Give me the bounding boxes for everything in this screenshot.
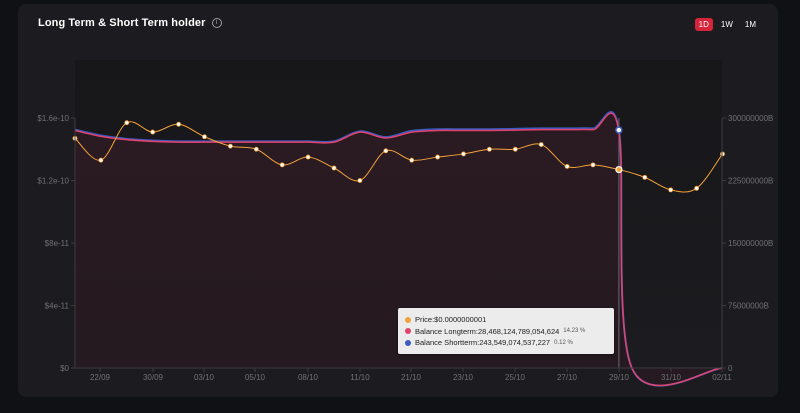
tooltip-longterm-value: 28,468,124,789,054,624 xyxy=(477,326,560,336)
x-tick-label: 23/10 xyxy=(453,373,474,382)
y-left-tick-label: $1.2e-10 xyxy=(37,177,69,186)
price-point xyxy=(512,146,518,152)
chart-tooltip: Price: $0.0000000001 Balance Longterm: 2… xyxy=(398,308,614,354)
price-point xyxy=(538,142,544,147)
x-tick-label: 08/10 xyxy=(298,373,319,382)
price-point xyxy=(383,148,389,154)
x-tick-label: 25/10 xyxy=(505,373,526,382)
x-tick-label: 11/10 xyxy=(350,373,370,382)
price-point xyxy=(150,129,156,135)
range-1d-button[interactable]: 1D xyxy=(694,18,713,31)
tooltip-price-value: $0.0000000001 xyxy=(434,315,487,325)
x-tick-label: 31/10 xyxy=(661,373,682,382)
y-left-tick-label: $4e-11 xyxy=(45,302,70,311)
tooltip-price-row: Price: $0.0000000001 xyxy=(405,314,614,326)
price-legend-dot xyxy=(405,316,411,323)
price-point xyxy=(253,146,259,152)
price-point xyxy=(615,165,623,174)
range-1w-button[interactable]: 1W xyxy=(720,20,733,29)
y-right-tick-label: 225000000B xyxy=(728,177,773,186)
tooltip-longterm-row: Balance Longterm: 28,468,124,789,054,624… xyxy=(405,326,614,338)
price-point xyxy=(202,134,207,140)
y-right-tick-label: 75000000B xyxy=(728,302,769,311)
tooltip-shortterm-pct: 0.12 % xyxy=(554,339,573,346)
y-right-tick-label: 150000000B xyxy=(728,239,773,248)
tooltip-longterm-pct: 14.23 % xyxy=(563,328,586,335)
price-point xyxy=(461,151,466,157)
longterm-line xyxy=(74,112,723,387)
shortterm-legend-dot xyxy=(405,339,411,346)
chart-title-row: Long Term & Short Term holder i xyxy=(38,17,222,29)
price-point xyxy=(435,154,441,160)
price-point xyxy=(642,174,648,180)
y-left-tick-label: $1.6e-10 xyxy=(37,114,69,123)
longterm-legend-dot xyxy=(405,328,411,335)
price-point xyxy=(486,146,492,152)
x-tick-label: 27/10 xyxy=(557,373,578,382)
range-1m-button[interactable]: 1M xyxy=(744,20,756,29)
tooltip-shortterm-label: Balance Shortterm: xyxy=(415,338,480,348)
price-point xyxy=(409,157,415,163)
y-right-tick-label: 300000000B xyxy=(728,114,773,123)
tooltip-price-label: Price: xyxy=(415,315,435,325)
y-left-tick-label: $8e-11 xyxy=(45,239,70,248)
x-tick-label: 02/11 xyxy=(712,373,732,382)
x-tick-label: 30/09 xyxy=(143,373,164,382)
tooltip-shortterm-row: Balance Shortterm: 243,549,074,537,227 0… xyxy=(405,337,614,349)
price-point xyxy=(694,185,699,191)
price-point xyxy=(98,157,104,163)
price-point xyxy=(357,178,363,183)
x-tick-label: 29/10 xyxy=(609,373,630,382)
y-left-tick-label: $0 xyxy=(60,364,69,373)
shortterm-line xyxy=(74,111,723,387)
price-point xyxy=(590,162,596,168)
price-point xyxy=(305,154,311,160)
price-point xyxy=(227,143,233,149)
price-point xyxy=(124,120,130,126)
price-point xyxy=(564,164,570,169)
y-right-tick-label: 0 xyxy=(728,364,733,373)
tooltip-shortterm-value: 243,549,074,537,227 xyxy=(479,338,551,348)
x-tick-label: 22/09 xyxy=(90,373,111,382)
tooltip-longterm-label: Balance Longterm: xyxy=(415,326,478,336)
price-point xyxy=(176,121,182,127)
price-point xyxy=(331,165,337,171)
price-point xyxy=(279,162,285,168)
x-tick-label: 21/10 xyxy=(401,373,422,382)
range-selector: 1D 1W 1M xyxy=(694,18,760,31)
price-point xyxy=(668,187,674,193)
balance-hover-point xyxy=(615,126,623,134)
x-tick-label: 03/10 xyxy=(194,373,215,382)
chart-title: Long Term & Short Term holder xyxy=(38,17,206,29)
info-circle-icon[interactable]: i xyxy=(211,18,222,28)
x-tick-label: 05/10 xyxy=(245,373,266,382)
